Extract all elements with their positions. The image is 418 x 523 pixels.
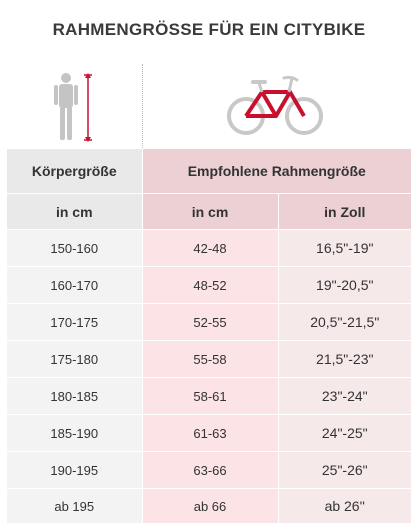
body-height-cell: 170-175 [7,304,142,341]
col-header-body-height: Körpergröße [7,149,142,194]
subheader-cm-body: in cm [7,194,142,230]
frame-inch-cell: 16,5"-19" [278,230,411,267]
frame-cm-cell: ab 66 [142,489,278,523]
table-row: 150-160 42-48 16,5"-19" [7,230,411,267]
table-row: 190-195 63-66 25"-26" [7,452,411,489]
body-height-cell: 175-180 [7,341,142,378]
table-row: 185-190 61-63 24"-25" [7,415,411,452]
body-height-cell: 185-190 [7,415,142,452]
body-height-cell: 180-185 [7,378,142,415]
person-height-icon [50,72,100,144]
frame-cm-cell: 58-61 [142,378,278,415]
body-height-cell: 160-170 [7,267,142,304]
frame-cm-cell: 61-63 [142,415,278,452]
frame-inch-cell: 21,5"-23" [278,341,411,378]
body-height-cell: 150-160 [7,230,142,267]
table-row: 170-175 52-55 20,5"-21,5" [7,304,411,341]
icon-divider [142,64,143,148]
city-bike-icon [226,74,324,136]
frame-inch-cell: ab 26'' [278,489,411,523]
subheader-cm-frame: in cm [142,194,278,230]
page-title: RAHMENGRÖSSE FÜR EIN CITYBIKE [0,20,418,40]
table-row: 180-185 58-61 23"-24" [7,378,411,415]
body-height-cell: 190-195 [7,452,142,489]
frame-size-table: Körpergröße Empfohlene Rahmengröße in cm… [7,148,411,523]
frame-inch-cell: 24"-25" [278,415,411,452]
frame-inch-cell: 19"-20,5" [278,267,411,304]
col-header-recommended-frame: Empfohlene Rahmengröße [142,149,411,194]
frame-inch-cell: 20,5"-21,5" [278,304,411,341]
frame-cm-cell: 52-55 [142,304,278,341]
table-row: 160-170 48-52 19"-20,5" [7,267,411,304]
frame-cm-cell: 42-48 [142,230,278,267]
frame-cm-cell: 63-66 [142,452,278,489]
table-row: 175-180 55-58 21,5"-23" [7,341,411,378]
table-row: ab 195 ab 66 ab 26'' [7,489,411,523]
frame-cm-cell: 55-58 [142,341,278,378]
frame-cm-cell: 48-52 [142,267,278,304]
frame-inch-cell: 25"-26" [278,452,411,489]
icon-row [0,64,418,148]
table-subheader-row: in cm in cm in Zoll [7,194,411,230]
table-header-row: Körpergröße Empfohlene Rahmengröße [7,149,411,194]
subheader-inch-frame: in Zoll [278,194,411,230]
frame-inch-cell: 23"-24" [278,378,411,415]
body-height-cell: ab 195 [7,489,142,523]
